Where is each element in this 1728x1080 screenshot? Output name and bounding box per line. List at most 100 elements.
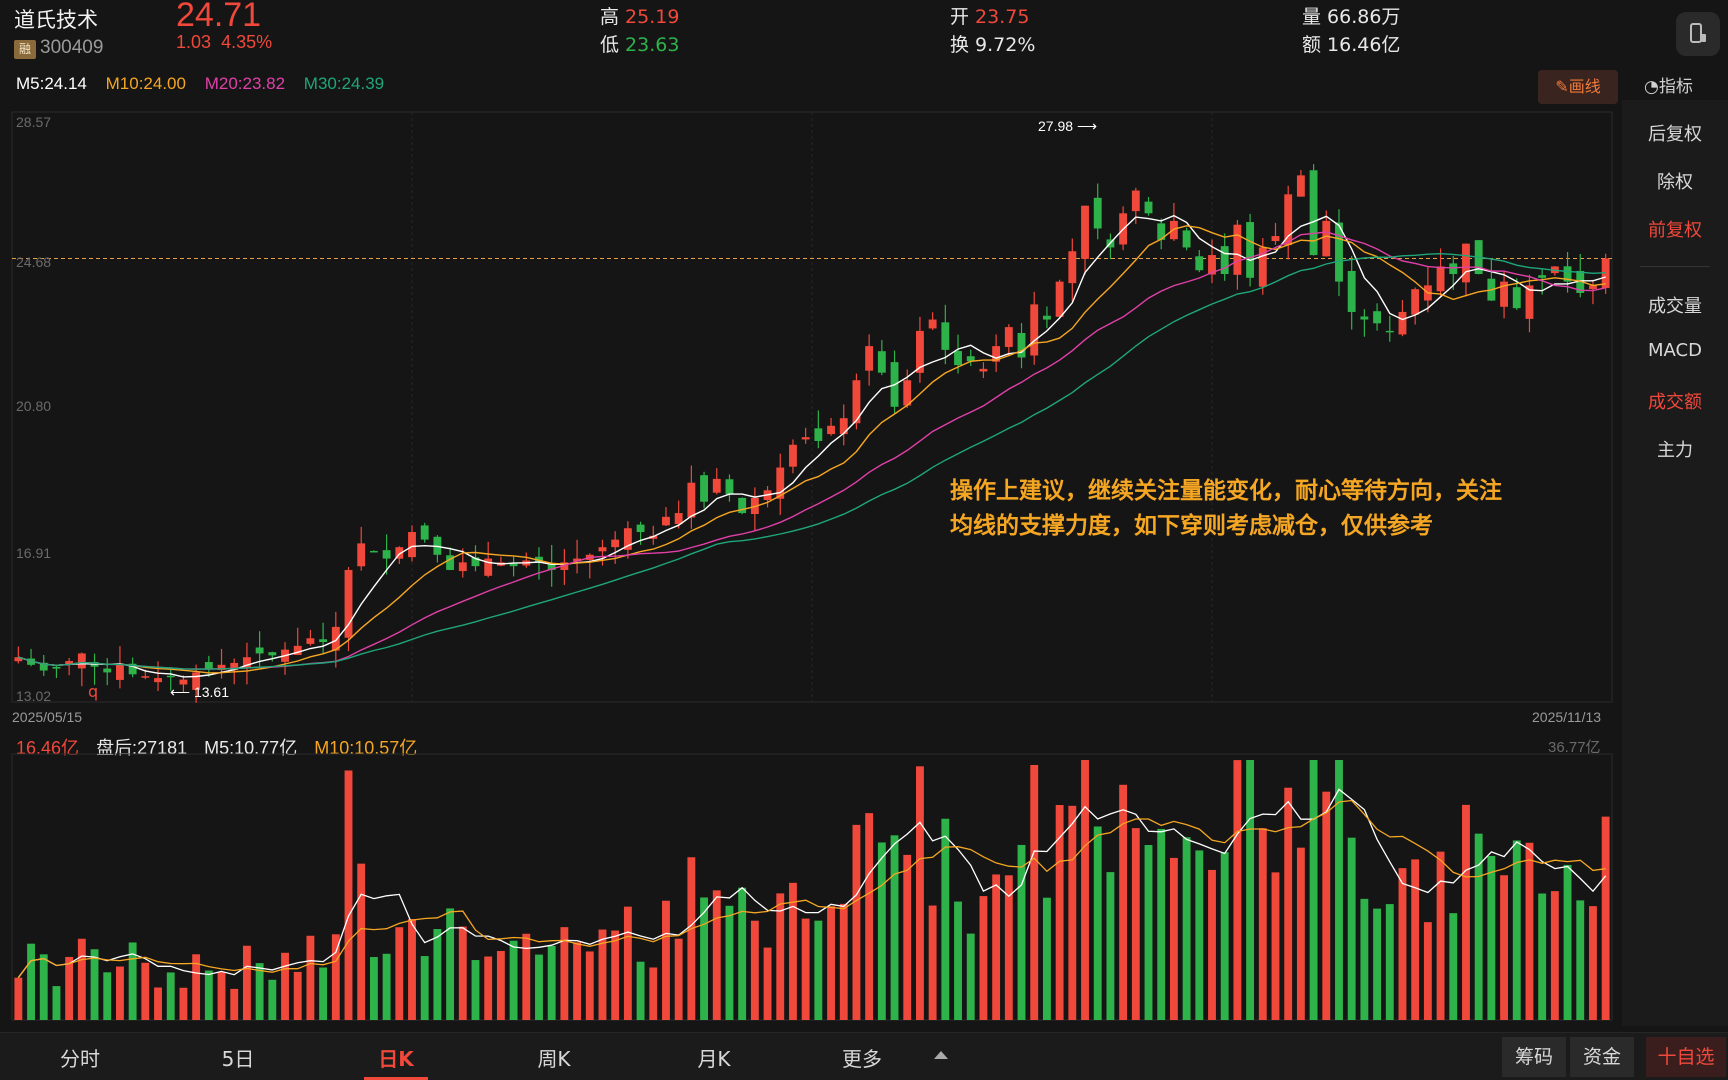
- volume-bar: [1030, 764, 1039, 1020]
- volume-bar: [801, 918, 810, 1020]
- candle-body: [1398, 311, 1407, 335]
- volume-bar: [128, 942, 137, 1020]
- volume-bar: [268, 979, 277, 1020]
- ma5-line: [18, 214, 1606, 678]
- volume-bar: [1004, 875, 1013, 1020]
- volume-value: 66.86万: [1327, 6, 1401, 28]
- phone-rotate-icon: [1690, 23, 1706, 43]
- volume-bar: [1258, 828, 1267, 1020]
- tab-daily-k[interactable]: 日K: [378, 1047, 414, 1071]
- candle-body: [204, 662, 213, 669]
- side-item-main-force[interactable]: 主力: [1657, 440, 1693, 461]
- volume-bar: [928, 905, 937, 1020]
- candle-body: [801, 437, 810, 440]
- tab-monthly-k[interactable]: 月K: [697, 1047, 731, 1071]
- candle-body: [789, 444, 797, 467]
- chips-button[interactable]: 筹码: [1502, 1037, 1566, 1077]
- candle-body: [1182, 230, 1191, 248]
- volume-bar: [14, 977, 23, 1020]
- candle-body: [1284, 194, 1293, 246]
- volume-bar: [357, 863, 366, 1020]
- volume-bar: [687, 857, 696, 1020]
- low-label: 低: [600, 34, 620, 56]
- volume-bar: [992, 874, 1001, 1020]
- candle-body: [128, 663, 137, 675]
- candle-body: [928, 319, 937, 329]
- candle-body: [1563, 266, 1572, 282]
- candle-body: [1347, 270, 1356, 312]
- volume-bar: [344, 770, 353, 1020]
- candle-body: [1220, 246, 1229, 275]
- volume-bar: [636, 961, 645, 1020]
- candle-body: [1512, 287, 1521, 309]
- candle-body: [560, 562, 569, 571]
- volume-bar: [1169, 857, 1178, 1020]
- volume-bar: [1563, 864, 1572, 1020]
- volume-bar: [1208, 869, 1216, 1020]
- volume-bar: [103, 972, 112, 1020]
- volume-bar: [1335, 760, 1343, 1020]
- funds-button[interactable]: 资金: [1570, 1037, 1634, 1077]
- side-item-post-adjusted[interactable]: 后复权: [1648, 124, 1702, 145]
- volume-bar: [674, 938, 683, 1020]
- volume-chart[interactable]: [0, 720, 1618, 1030]
- open-quote: 开 23.75: [950, 2, 1029, 29]
- volume-bar: [382, 953, 391, 1020]
- volume-bar: [649, 967, 658, 1020]
- candle-body: [636, 524, 645, 533]
- max-price-marker: 27.98 ⟶: [1038, 118, 1097, 135]
- side-item-pre-adjusted[interactable]: 前复权: [1648, 220, 1702, 241]
- candle-body: [941, 322, 950, 350]
- volume-bar: [1436, 851, 1445, 1020]
- y-tick-top: 28.57: [16, 114, 52, 130]
- side-item-amount[interactable]: 成交额: [1648, 392, 1702, 413]
- volume-bar: [1449, 913, 1458, 1020]
- indicator-button[interactable]: ◔指标: [1644, 72, 1693, 97]
- volume-bar: [433, 929, 442, 1020]
- candle-body: [1144, 201, 1153, 214]
- candle-body: [217, 664, 226, 671]
- candle-body: [1004, 327, 1013, 347]
- caret-up-icon[interactable]: [934, 1051, 948, 1059]
- volume-bar: [1347, 837, 1356, 1020]
- tab-weekly-k[interactable]: 周K: [537, 1047, 571, 1071]
- candle-body: [395, 547, 404, 559]
- kline-chart[interactable]: [0, 100, 1618, 710]
- candle-body: [268, 652, 277, 656]
- volume-bar: [611, 930, 620, 1020]
- volume-bar: [319, 967, 328, 1020]
- candle-body: [1131, 190, 1140, 212]
- low-value: 23.63: [625, 34, 680, 56]
- volume-bar: [560, 927, 569, 1020]
- volume-bar: [1055, 804, 1064, 1020]
- volume-bar: [776, 893, 785, 1020]
- volume-max-label: 36.77亿: [1548, 739, 1601, 756]
- side-item-macd[interactable]: MACD: [1648, 340, 1702, 361]
- volume-frame: [11, 753, 1613, 1021]
- open-value: 23.75: [975, 6, 1030, 28]
- candle-body: [725, 479, 734, 495]
- y-tick-3: 20.80: [16, 398, 52, 414]
- volume-bar: [1284, 787, 1293, 1020]
- tab-more[interactable]: 更多: [842, 1047, 882, 1071]
- tab-5day[interactable]: 5日: [221, 1047, 255, 1071]
- candle-body: [14, 657, 23, 662]
- candle-body: [1030, 304, 1039, 356]
- volume-bar: [293, 971, 302, 1020]
- draw-line-button[interactable]: ✎画线: [1538, 70, 1618, 104]
- annotation-line-2: 均线的支撑力度，如下穿则考虑减仓，仅供参考: [950, 513, 1433, 539]
- side-item-ex-rights[interactable]: 除权: [1657, 172, 1693, 193]
- event-marker[interactable]: q: [88, 682, 98, 701]
- volume-bar: [1144, 845, 1153, 1020]
- candle-body: [446, 555, 455, 570]
- add-watchlist-button[interactable]: 十自选: [1646, 1037, 1726, 1077]
- side-item-volume[interactable]: 成交量: [1648, 296, 1702, 317]
- volume-bar: [789, 882, 797, 1020]
- turnover-quote: 换 9.72%: [950, 30, 1035, 57]
- candle-body: [103, 668, 112, 673]
- landscape-toggle-button[interactable]: [1676, 12, 1720, 56]
- side-panel: 后复权 除权 前复权 成交量 MACD 成交额 主力: [1622, 100, 1728, 1026]
- tab-intraday[interactable]: 分时: [60, 1047, 100, 1071]
- candle-body: [230, 662, 239, 671]
- volume-bar: [814, 920, 823, 1020]
